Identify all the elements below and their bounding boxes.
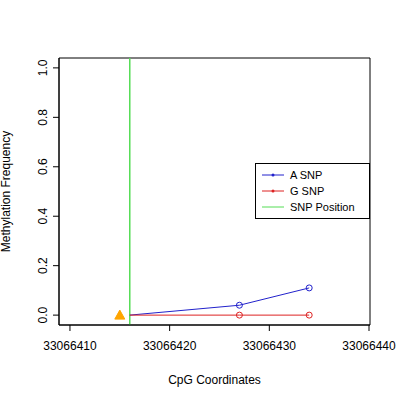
html-text:G SNP: G SNP	[290, 185, 325, 197]
svg-text:CpG Coordinates: CpG Coordinates	[168, 373, 261, 387]
svg-text:33066440: 33066440	[342, 339, 392, 353]
svg-text:0.8: 0.8	[36, 109, 50, 126]
html-text:SNP Position: SNP Position	[290, 201, 355, 213]
svg-text:33066430: 33066430	[243, 339, 297, 353]
svg-text:33066420: 33066420	[143, 339, 197, 353]
svg-text:1.0: 1.0	[36, 59, 50, 76]
html-text:A SNP: A SNP	[290, 169, 323, 181]
svg-text:0.0: 0.0	[36, 306, 50, 323]
svg-text:33066410: 33066410	[43, 339, 97, 353]
svg-text:0.2: 0.2	[36, 257, 50, 274]
svg-text:0.4: 0.4	[36, 208, 50, 225]
svg-text:0.6: 0.6	[36, 158, 50, 175]
svg-text:Methylation Frequency: Methylation Frequency	[8, 131, 13, 252]
